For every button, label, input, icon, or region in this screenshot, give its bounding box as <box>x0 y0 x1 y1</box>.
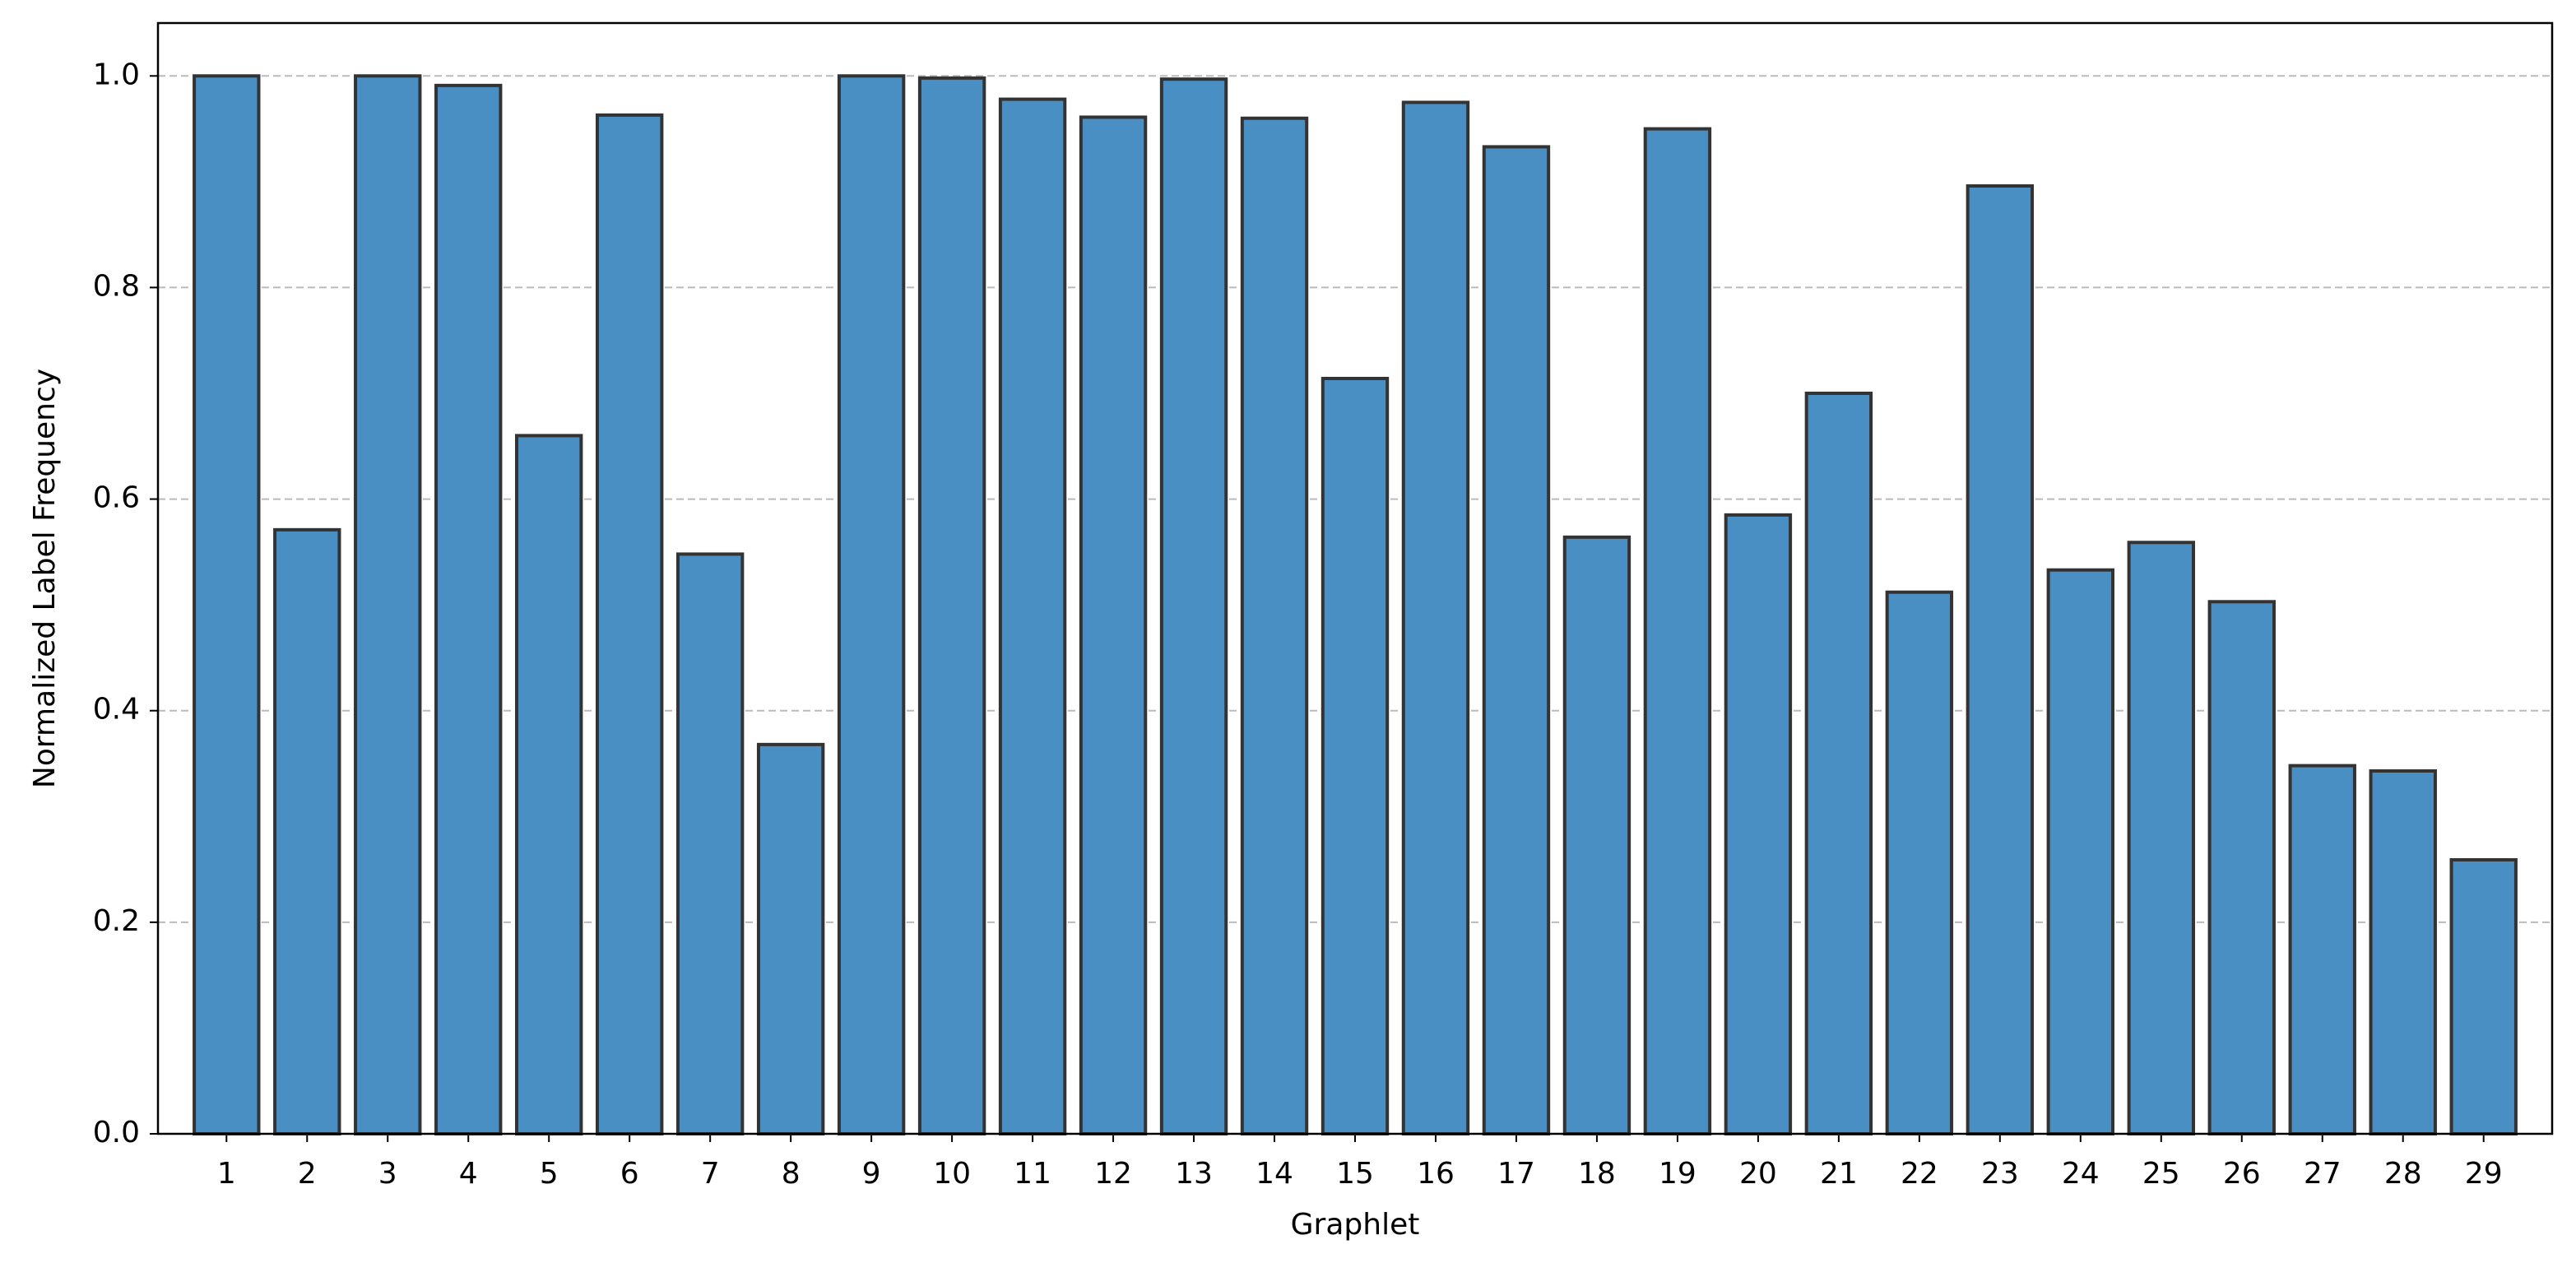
x-tick-label: 5 <box>540 1157 559 1191</box>
bar <box>1401 100 1470 1135</box>
y-tick-label: 0.6 <box>93 481 140 515</box>
x-tick-label: 12 <box>1094 1157 1132 1191</box>
x-tick-label: 4 <box>459 1157 478 1191</box>
x-tick-label: 1 <box>217 1157 236 1191</box>
x-tick-label: 27 <box>2304 1157 2342 1191</box>
y-tick-label: 1.0 <box>93 58 140 91</box>
bar <box>1966 184 2035 1135</box>
x-tick-label: 21 <box>1820 1157 1858 1191</box>
x-tick-label: 18 <box>1578 1157 1616 1191</box>
x-tick-label: 23 <box>1981 1157 2019 1191</box>
bar <box>756 742 825 1135</box>
bar <box>1159 77 1228 1136</box>
bar <box>2288 764 2356 1135</box>
x-tick-label: 7 <box>701 1157 720 1191</box>
bar <box>2449 858 2518 1135</box>
y-tick-label: 0.8 <box>93 269 140 303</box>
x-tick-label: 15 <box>1336 1157 1374 1191</box>
bar <box>917 76 986 1135</box>
y-tick-label: 0.0 <box>93 1116 140 1149</box>
bar <box>2207 600 2276 1135</box>
x-tick-label: 22 <box>1901 1157 1938 1191</box>
bar <box>1562 535 1631 1135</box>
plot-frame <box>156 21 2554 1135</box>
bar <box>1240 116 1309 1136</box>
bar <box>1482 145 1551 1135</box>
x-tick-label: 14 <box>1256 1157 1293 1191</box>
bar <box>1885 590 1954 1135</box>
bar <box>1804 392 1873 1135</box>
bar <box>837 74 906 1135</box>
x-tick-label: 20 <box>1739 1157 1777 1191</box>
y-tick-label: 0.2 <box>93 904 140 938</box>
x-tick-label: 25 <box>2142 1157 2180 1191</box>
bar <box>273 527 341 1135</box>
bar <box>193 74 261 1135</box>
bar <box>2046 568 2115 1135</box>
bar <box>675 552 745 1135</box>
x-tick-label: 9 <box>862 1157 881 1191</box>
x-tick-label: 10 <box>933 1157 971 1191</box>
x-axis-label: Graphlet <box>1291 1208 1420 1242</box>
bar <box>998 97 1067 1136</box>
x-tick-label: 24 <box>2062 1157 2100 1191</box>
y-tick-label: 0.4 <box>93 693 140 727</box>
x-tick-label: 28 <box>2384 1157 2422 1191</box>
bar <box>2127 541 2195 1135</box>
y-axis-label: Normalized Label Frequency <box>28 369 62 788</box>
bar <box>2369 769 2437 1135</box>
bar <box>595 113 664 1135</box>
bar <box>1643 127 1712 1136</box>
x-tick-label: 19 <box>1659 1157 1696 1191</box>
x-tick-label: 26 <box>2223 1157 2261 1191</box>
x-tick-label: 8 <box>782 1157 801 1191</box>
x-tick-label: 16 <box>1417 1157 1455 1191</box>
bar <box>515 434 583 1135</box>
x-tick-label: 6 <box>620 1157 639 1191</box>
x-tick-label: 3 <box>378 1157 397 1191</box>
bar <box>1320 377 1390 1135</box>
x-tick-label: 11 <box>1014 1157 1051 1191</box>
bar <box>354 74 422 1135</box>
x-tick-label: 17 <box>1497 1157 1535 1191</box>
bar <box>1724 513 1793 1135</box>
x-tick-label: 2 <box>298 1157 317 1191</box>
bar <box>1079 115 1148 1135</box>
bar <box>434 83 503 1135</box>
x-tick-label: 29 <box>2465 1157 2503 1191</box>
x-tick-label: 13 <box>1175 1157 1213 1191</box>
